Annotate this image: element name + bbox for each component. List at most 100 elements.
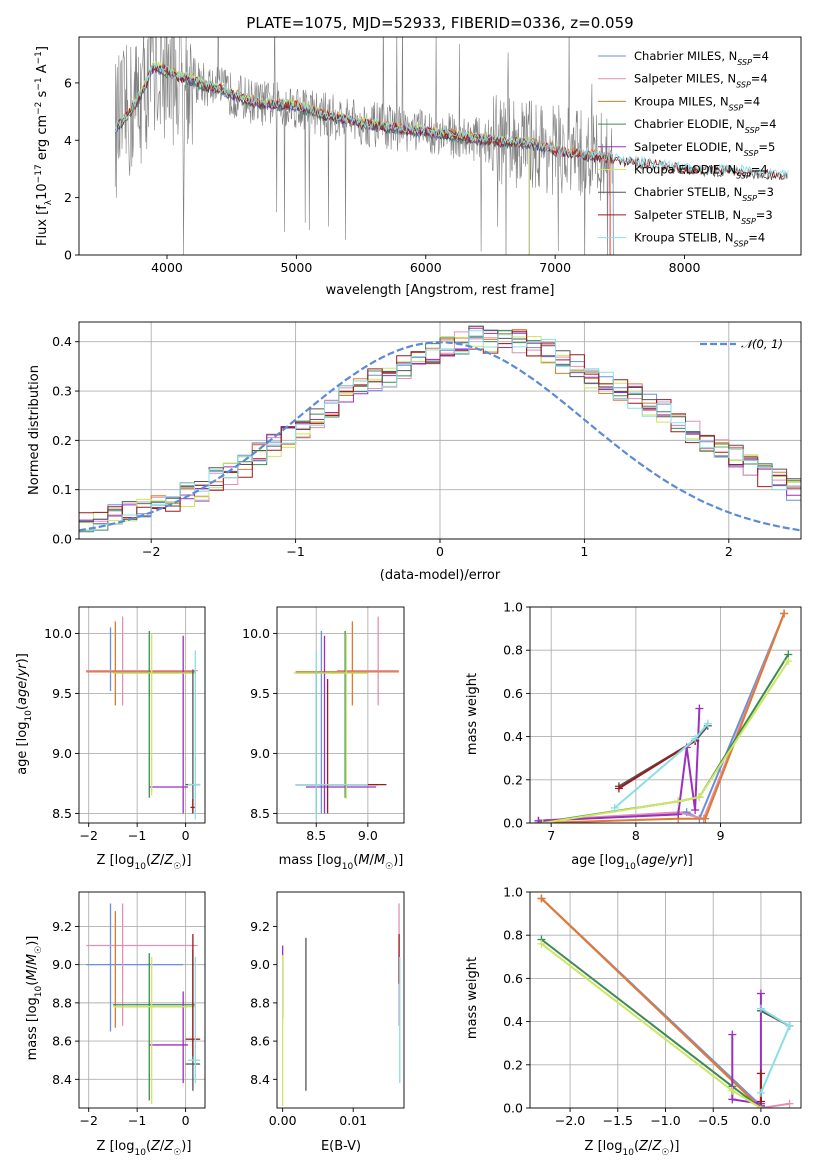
errorbar-plot-area xyxy=(293,616,399,820)
spectrum-ylabel: Flux [fλ10−17 erg cm−2 s−1 A−1] xyxy=(34,46,54,246)
x-tick-label: 8 xyxy=(632,828,640,843)
y-tick-label: 0.2 xyxy=(52,433,72,448)
x-tick-label: 5000 xyxy=(280,260,312,275)
axes-frame xyxy=(78,606,206,824)
y-tick-label: 1.0 xyxy=(503,885,523,900)
mass-weight-line xyxy=(538,613,786,822)
x-tick-label: 9.0 xyxy=(358,828,378,843)
legend-count: =3 xyxy=(756,208,773,222)
y-tick-label: 0.8 xyxy=(503,928,523,943)
weight-vs-metallicity-panel: −2.0 −1.5 −1.0 −0.5 0.0 0.0 0.2 0.4 0.6 0.8 1.0 Z … xyxy=(465,885,802,1158)
spectrum-title: PLATE=1075, MJD=52933, FIBERID=0336, z=0… xyxy=(246,14,633,32)
x-tick-label: −1 xyxy=(128,1113,146,1128)
normal-curve xyxy=(79,341,801,532)
x-tick-label: 7 xyxy=(547,828,555,843)
axes-frame xyxy=(529,891,802,1109)
x-tick-label: 8.5 xyxy=(306,828,326,843)
spectrum-panel: PLATE=1075, MJD=52933, FIBERID=0336, z=0… xyxy=(34,14,802,298)
x-tick-label: −2 xyxy=(142,544,160,559)
x-tick-label: 0.0 xyxy=(751,1113,771,1128)
residual-histogram-step xyxy=(79,329,801,539)
axes-frame xyxy=(276,891,405,1109)
x-tick-label: −1.5 xyxy=(603,1113,633,1128)
legend-label: Chabrier STELIB, NSSP=3 xyxy=(634,185,774,203)
legend-label: Salpeter STELIB, NSSP=3 xyxy=(634,208,773,226)
y-tick-label: 10.0 xyxy=(44,626,72,641)
y-tick-label: 8.5 xyxy=(52,806,72,821)
legend-count: =4 xyxy=(748,231,765,245)
y-tick-label: 8.4 xyxy=(250,1072,270,1087)
y-tick-label: 0.6 xyxy=(503,686,523,701)
spectrum-plot-area xyxy=(114,37,789,255)
mz-ylabel: mass [log10(M/M☉)] xyxy=(25,936,44,1061)
y-tick-label: 0.1 xyxy=(52,482,72,497)
residual-plot-area xyxy=(79,325,801,539)
legend-label: Chabrier ELODIE, NSSP=4 xyxy=(634,117,776,135)
legend-label: Salpeter MILES, NSSP=4 xyxy=(634,72,768,90)
residual-legend: 𝒩(0, 1) xyxy=(700,337,783,351)
observed-spectrum xyxy=(114,37,613,255)
legend-subscript: SSP xyxy=(744,148,759,157)
agez-xlabel: Z [log10(Z/Z☉)] xyxy=(97,853,192,872)
residual-histogram-step xyxy=(79,330,801,539)
model-spectrum-line xyxy=(115,62,789,181)
y-tick-label: 8.8 xyxy=(52,995,72,1010)
legend-subscript: SSP xyxy=(734,239,749,248)
x-tick-label: −1.0 xyxy=(650,1113,680,1128)
y-tick-label: 8.6 xyxy=(52,1034,72,1049)
mass-vs-metallicity-panel: −2 −1 0 8.4 8.6 8.8 9.0 9.2 Z [log10(Z/Z☉)] mas… xyxy=(25,891,206,1158)
y-tick-label: 2 xyxy=(64,190,72,205)
x-tick-label: 0.01 xyxy=(339,1113,367,1128)
mass-weight-line xyxy=(538,653,790,823)
x-tick-label: 4000 xyxy=(151,260,183,275)
mass-vs-ebv-panel: 0.00 0.01 8.4 8.6 8.8 9.0 9.2 E(B-V) xyxy=(250,891,405,1154)
age-vs-metallicity-panel: −2 −1 0 8.5 9.0 9.5 10.0 Z [log10(Z/Z☉)] age [… xyxy=(15,606,206,872)
axes-frame xyxy=(276,606,405,824)
y-tick-label: 9.0 xyxy=(250,746,270,761)
y-tick-label: 0.4 xyxy=(503,1014,523,1029)
legend-count: =4 xyxy=(751,72,768,86)
mass-weight-line xyxy=(538,613,786,823)
legend-count: =5 xyxy=(758,140,775,154)
x-tick-label: 1 xyxy=(580,544,588,559)
residual-ylabel: Normed distribution xyxy=(27,365,42,495)
y-tick-label: 0.8 xyxy=(503,643,523,658)
residual-histogram-step xyxy=(79,334,801,539)
y-tick-label: 0.2 xyxy=(503,1057,523,1072)
mass-weight-line xyxy=(538,613,786,822)
y-tick-label: 0.6 xyxy=(503,971,523,986)
legend-label: Kroupa STELIB, NSSP=4 xyxy=(634,231,765,249)
axes-frame xyxy=(78,891,206,1109)
x-tick-label: 2 xyxy=(725,544,733,559)
x-tick-label: 6000 xyxy=(410,260,442,275)
wage-xlabel: age [log10(age/yr)] xyxy=(571,853,693,872)
y-tick-label: 8.8 xyxy=(250,995,270,1010)
residual-histogram-step xyxy=(79,327,801,539)
legend-subscript: SSP xyxy=(745,126,760,135)
x-tick-label: −1 xyxy=(286,544,304,559)
residual-histogram-step xyxy=(79,325,801,539)
legend-count: =4 xyxy=(751,163,768,177)
mz-xlabel: Z [log10(Z/Z☉)] xyxy=(97,1139,192,1158)
y-tick-label: 9.2 xyxy=(52,919,72,934)
x-tick-label: −2.0 xyxy=(555,1113,585,1128)
agem-xlabel: mass [log10(M/M☉)] xyxy=(279,853,404,872)
errorbar-plot-area xyxy=(86,616,201,820)
y-tick-label: 0 xyxy=(64,248,72,263)
legend-count: =4 xyxy=(752,49,769,63)
y-tick-label: 9.0 xyxy=(250,957,270,972)
legend-label: Kroupa ELODIE, NSSP=4 xyxy=(634,163,768,181)
y-tick-label: 0.0 xyxy=(503,816,523,831)
wz-xlabel: Z [log10(Z/Z☉)] xyxy=(585,1139,680,1158)
residual-histogram-panel: −2 −1 0 1 2 0.0 0.1 0.2 0.3 0.4 (data-model)/erro… xyxy=(27,321,802,583)
y-tick-label: 8.5 xyxy=(250,806,270,821)
y-tick-label: 9.0 xyxy=(52,957,72,972)
legend-subscript: SSP xyxy=(737,58,752,67)
y-tick-label: 8.4 xyxy=(52,1072,72,1087)
y-tick-label: 0.4 xyxy=(503,729,523,744)
legend-subscript: SSP xyxy=(742,194,757,203)
y-tick-label: 6 xyxy=(64,75,72,90)
legend-subscript: SSP xyxy=(736,171,751,180)
x-tick-label: 8000 xyxy=(669,260,701,275)
